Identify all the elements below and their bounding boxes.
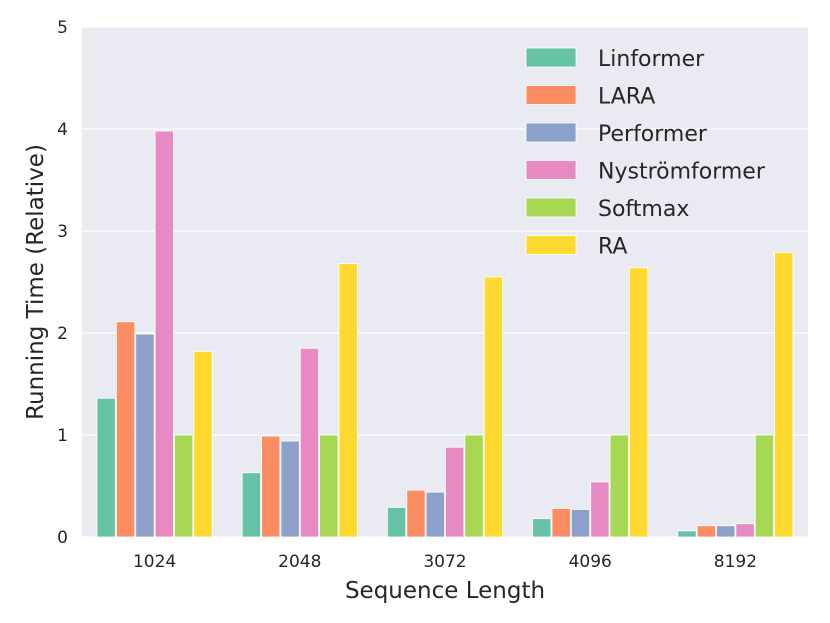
legend-swatch: [525, 47, 577, 68]
bar-nystr-mformer-1024: [154, 130, 174, 538]
bar-performer-8192: [716, 525, 736, 538]
bar-softmax-8192: [754, 434, 775, 538]
bar-ra-8192: [774, 252, 794, 538]
bar-performer-1024: [135, 333, 155, 538]
bar-linformer-4096: [532, 518, 552, 538]
x-tick-label: 4096: [569, 552, 612, 572]
bar-performer-3072: [425, 491, 445, 538]
legend-swatch: [525, 197, 577, 218]
legend-label: LARA: [598, 85, 655, 110]
legend-label: RA: [598, 235, 627, 260]
bar-softmax-3072: [464, 434, 484, 538]
bar-ra-4096: [629, 267, 649, 538]
legend-swatch: [525, 122, 577, 143]
y-tick-label: 3: [57, 222, 68, 242]
bar-nystr-mformer-4096: [590, 481, 610, 538]
y-tick-label: 0: [57, 528, 68, 548]
bar-nystr-mformer-2048: [299, 347, 320, 538]
x-tick-label: 8192: [714, 552, 757, 572]
bar-softmax-1024: [174, 434, 194, 538]
bar-softmax-2048: [319, 434, 339, 538]
bar-nystr-mformer-3072: [445, 446, 465, 538]
bar-performer-4096: [570, 509, 591, 538]
y-tick-label: 4: [57, 120, 68, 140]
legend: Linformer LARA Performer Nyströmformer Softm…: [525, 47, 766, 260]
legend-swatch: [525, 160, 577, 180]
x-tick-label: 3072: [423, 552, 466, 572]
y-tick-label: 2: [57, 324, 68, 344]
bar-ra-2048: [338, 263, 358, 538]
y-tick-label: 1: [57, 426, 68, 446]
legend-label: Nyströmformer: [598, 160, 766, 185]
legend-swatch: [525, 235, 577, 255]
bar-performer-2048: [280, 440, 300, 538]
x-tick-label: 1024: [133, 552, 176, 572]
legend-swatch: [525, 85, 577, 105]
bar-ra-1024: [193, 350, 213, 538]
bar-linformer-1024: [96, 397, 116, 538]
bar-softmax-4096: [609, 434, 629, 538]
x-axis-ticks: 1024 2048 3072 4096 8192: [133, 552, 757, 572]
bar-lara-3072: [406, 489, 426, 538]
y-axis-ticks: 0 1 2 3 4 5: [57, 18, 68, 548]
legend-label: Linformer: [598, 47, 705, 72]
bars: [96, 130, 794, 538]
legend-label: Softmax: [598, 197, 689, 222]
bar-lara-4096: [551, 508, 571, 538]
bar-lara-8192: [696, 525, 716, 538]
y-axis-title: Running Time (Relative): [23, 144, 49, 420]
bar-nystr-mformer-8192: [735, 523, 755, 538]
bar-ra-3072: [483, 276, 503, 538]
legend-label: Performer: [598, 122, 708, 147]
y-tick-label: 5: [57, 18, 68, 38]
bar-linformer-2048: [241, 472, 261, 538]
bar-lara-1024: [115, 321, 136, 538]
bar-linformer-3072: [387, 507, 407, 538]
bar-linformer-8192: [677, 530, 697, 538]
x-tick-label: 2048: [278, 552, 321, 572]
bar-lara-2048: [261, 435, 281, 538]
x-axis-title: Sequence Length: [345, 578, 545, 604]
